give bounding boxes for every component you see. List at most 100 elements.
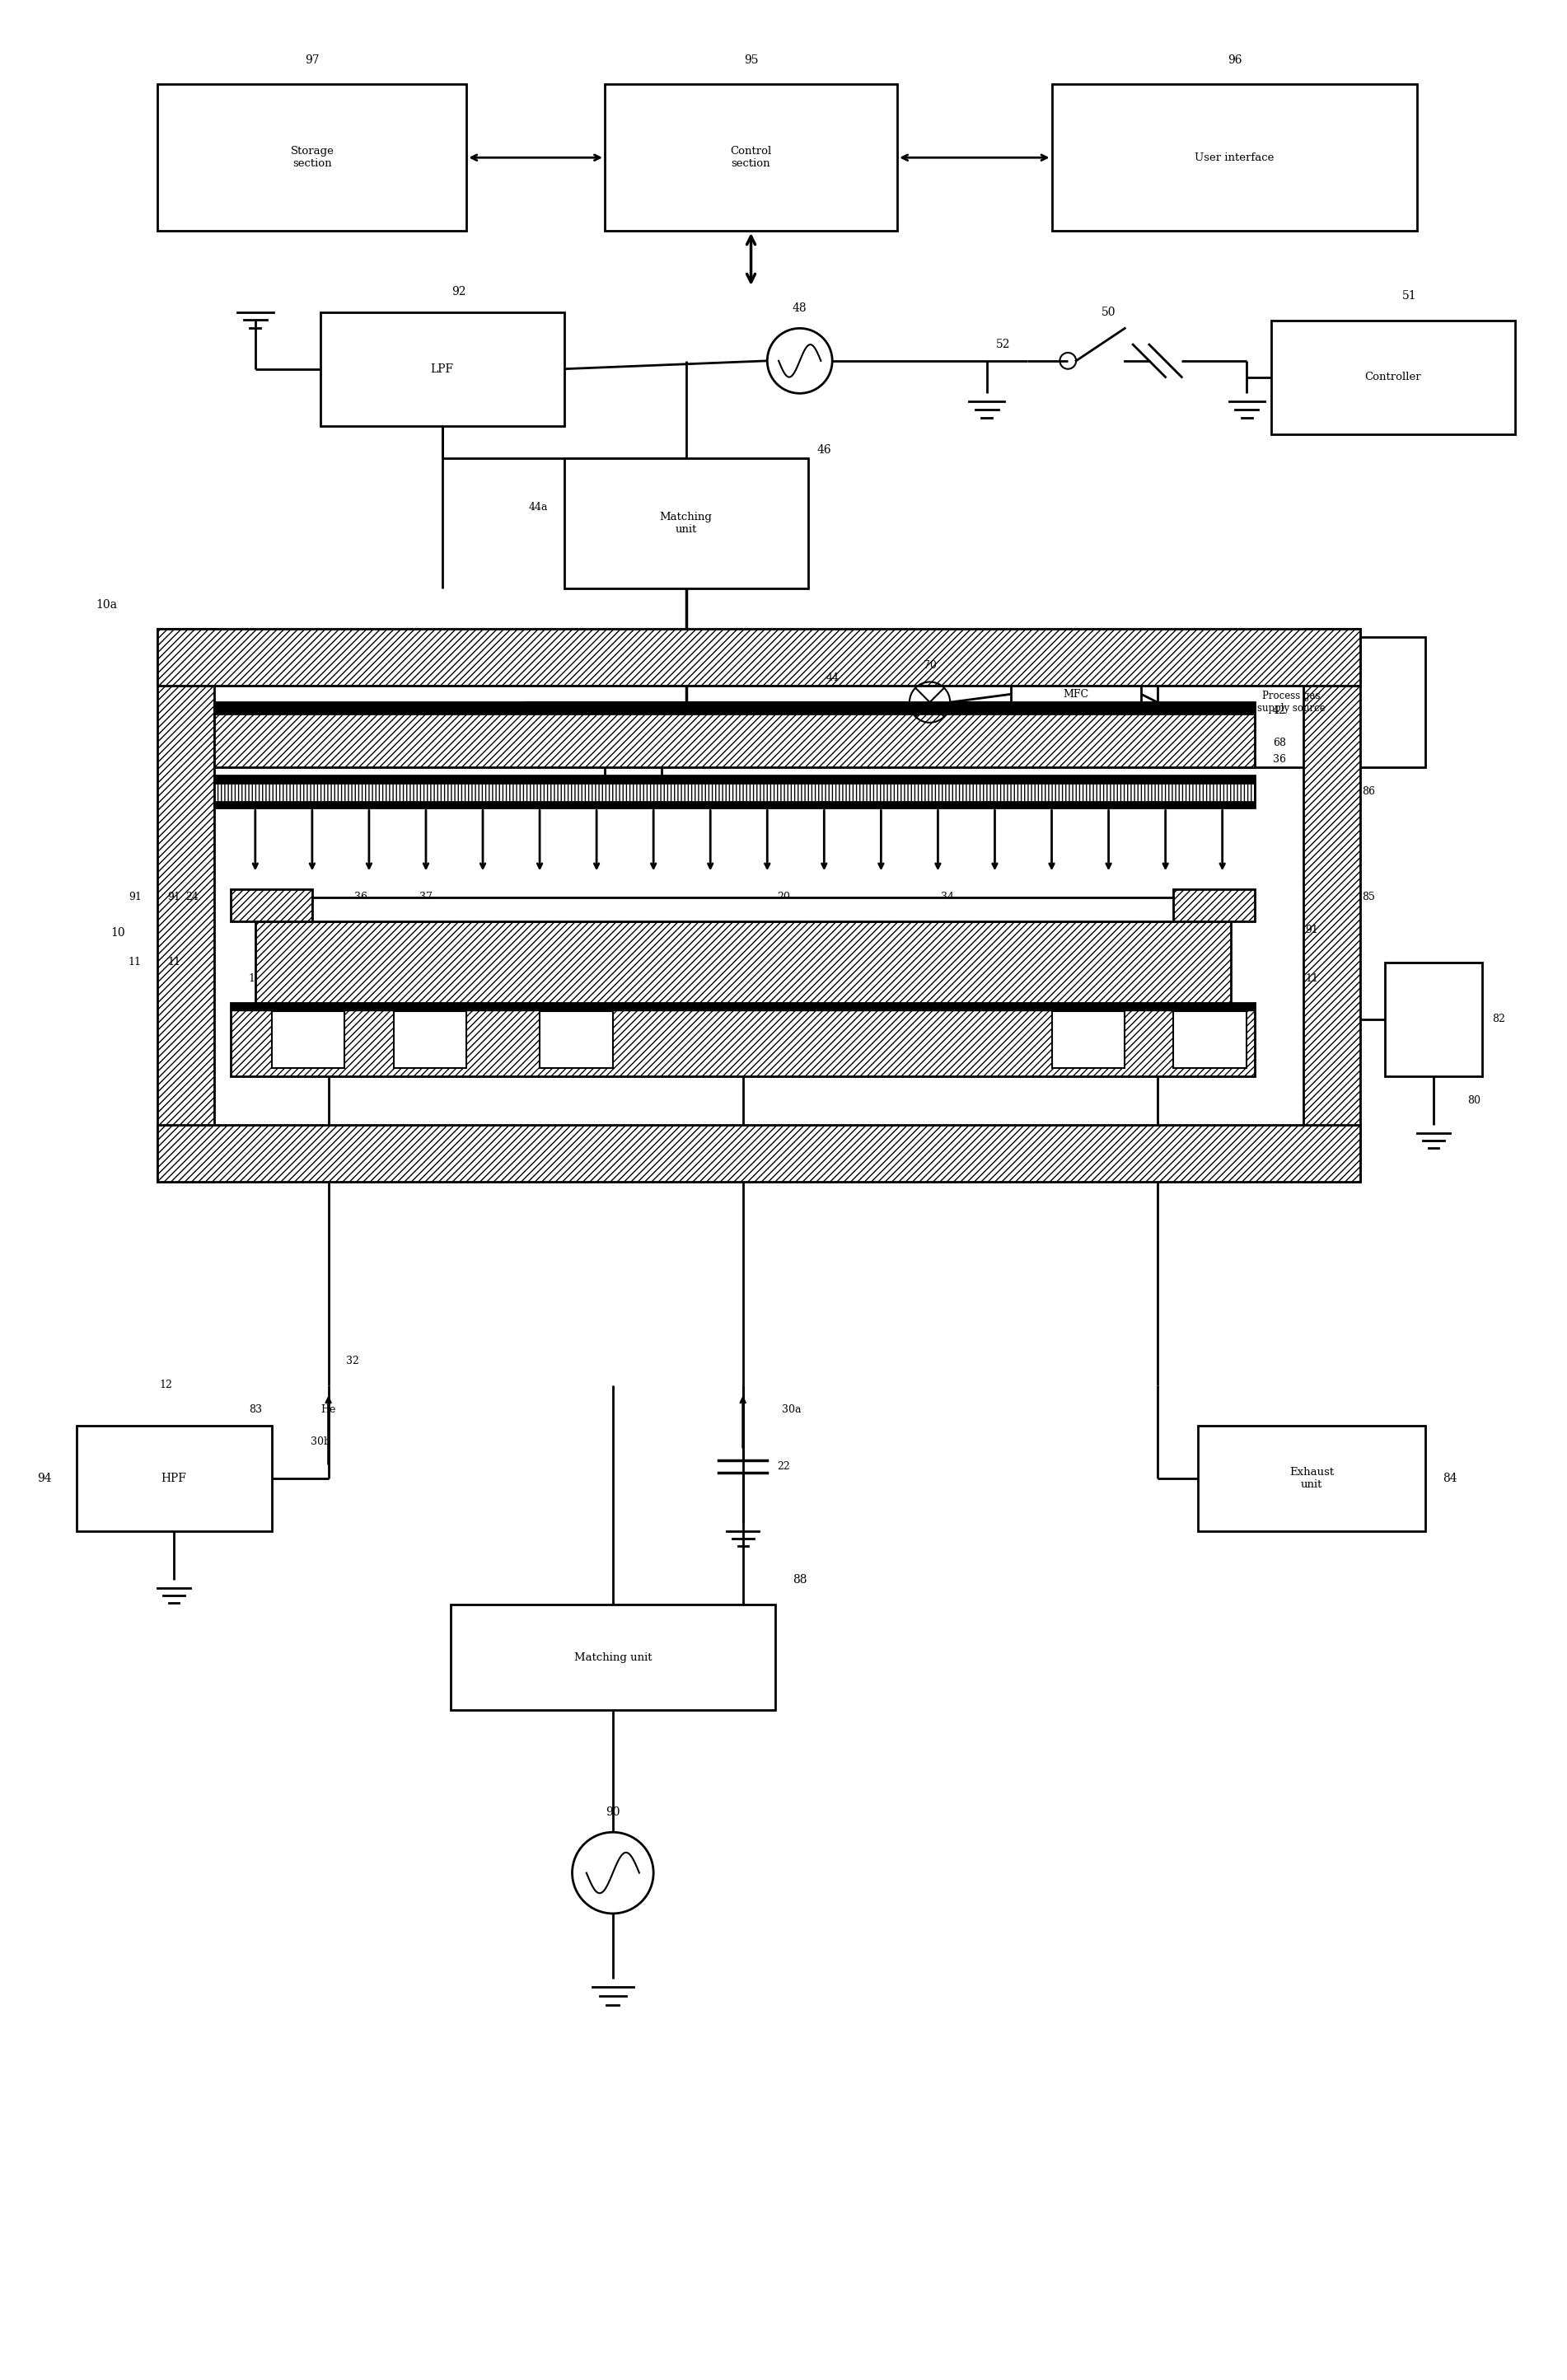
Text: 11: 11 [128,957,141,969]
Bar [158,628,1360,685]
Text: Exhaust
unit: Exhaust unit [1290,1466,1334,1490]
Bar [1158,638,1426,766]
Text: 94: 94 [38,1473,52,1485]
Bar [605,83,898,231]
Bar [158,628,1360,685]
Text: 64: 64 [639,724,652,731]
Text: 48: 48 [793,302,807,314]
Bar [230,890,312,921]
Bar [158,1126,1360,1183]
Bar [1051,83,1418,231]
Text: 30b: 30b [310,1438,331,1447]
Bar [230,1002,1255,1076]
Text: W: W [738,904,747,914]
Bar [450,1604,776,1711]
Text: 42: 42 [1272,704,1287,716]
Text: 88: 88 [793,1576,807,1585]
Bar [1174,890,1255,921]
Text: 91: 91 [168,892,180,902]
Text: 14: 14 [249,1031,262,1040]
Text: 26: 26 [1216,957,1229,969]
Text: 30a: 30a [782,1404,801,1414]
Bar [271,1011,345,1069]
Text: Matching
unit: Matching unit [660,512,713,536]
Text: 97: 97 [306,55,320,67]
Text: 66: 66 [1174,785,1188,797]
Bar [230,1002,1255,1011]
Bar [215,702,1255,766]
Bar [215,702,1255,766]
Text: 11: 11 [1305,973,1318,983]
Bar [158,83,467,231]
Text: Storage
section: Storage section [290,145,334,169]
Bar [1385,962,1482,1076]
Bar [215,776,1255,807]
Bar [215,776,1255,807]
Text: 37: 37 [420,892,432,902]
Bar [158,628,215,1183]
Text: 12: 12 [160,1380,172,1390]
Text: 90: 90 [605,1806,621,1818]
Bar [158,1126,1360,1183]
Text: 44a: 44a [528,502,548,512]
Text: Matching unit: Matching unit [574,1652,652,1664]
Text: 41: 41 [780,728,793,740]
Text: 20: 20 [777,892,790,902]
Text: 18: 18 [249,892,262,902]
Text: 40: 40 [603,728,616,740]
Text: Process gas
supply source: Process gas supply source [1257,690,1326,714]
Text: Control
section: Control section [730,145,771,169]
Bar [158,628,215,1183]
Text: LPF: LPF [431,364,454,374]
Bar [255,921,1230,1002]
Text: 84: 84 [1443,1473,1457,1485]
Bar [1051,1011,1125,1069]
Text: 46: 46 [816,445,832,457]
Text: 10a: 10a [96,600,118,609]
Text: MFC: MFC [1064,688,1089,700]
Text: 38: 38 [331,728,343,740]
Text: 32: 32 [346,1354,359,1366]
Text: 68: 68 [1272,738,1287,747]
Bar [1199,1426,1426,1530]
Bar [1174,1011,1247,1069]
Bar [1011,654,1141,735]
Text: 70: 70 [923,659,937,671]
Bar [1304,628,1360,1183]
Bar [77,1426,271,1530]
Text: 22: 22 [777,1461,790,1471]
Text: He: He [321,1404,335,1414]
Text: User interface: User interface [1196,152,1274,162]
Text: 51: 51 [1402,290,1417,302]
Bar [1174,890,1255,921]
Text: 11: 11 [168,957,180,969]
Text: 83: 83 [249,1404,262,1414]
Text: 92: 92 [451,286,465,298]
Bar [320,312,564,426]
Bar [393,1011,467,1069]
Text: 24: 24 [185,892,199,902]
Bar [1271,321,1515,433]
Text: 95: 95 [744,55,758,67]
Text: 86: 86 [1362,785,1376,797]
Bar [215,776,1255,783]
Text: 34: 34 [942,892,954,902]
Bar [564,459,809,588]
Text: 91: 91 [1305,923,1318,935]
Text: 10: 10 [111,928,125,938]
Text: 80: 80 [1468,1095,1481,1107]
Text: 62: 62 [583,724,594,731]
Text: 96: 96 [1227,55,1241,67]
Text: 91: 91 [128,892,141,902]
Bar [255,921,1230,1002]
Text: HPF: HPF [161,1473,186,1485]
Text: 82: 82 [1492,1014,1506,1026]
Bar [230,1002,1255,1076]
Text: 85: 85 [1362,892,1376,902]
Text: Controller: Controller [1365,371,1421,383]
Text: 36: 36 [354,892,368,902]
Text: 44: 44 [826,674,838,683]
Bar [539,1011,613,1069]
Text: 50: 50 [1102,307,1116,319]
Text: 36: 36 [1272,754,1287,764]
